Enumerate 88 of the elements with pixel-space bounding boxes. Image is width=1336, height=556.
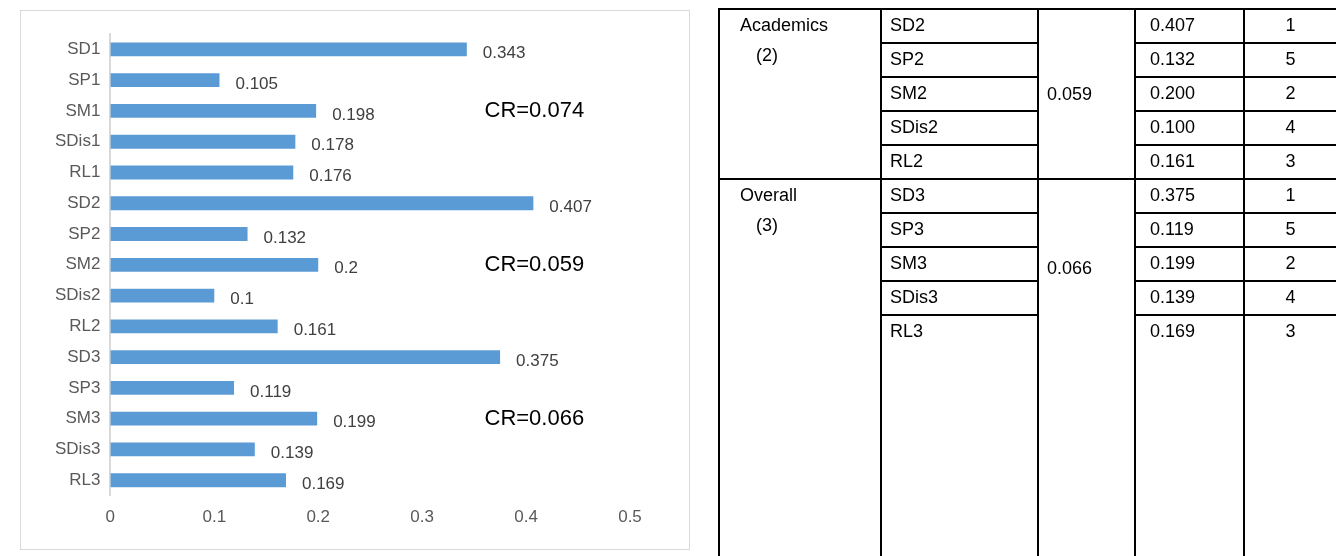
text: Overall (3)	[739, 184, 798, 237]
text: 0.059	[1038, 9, 1135, 179]
bar	[110, 319, 278, 334]
category-label: SDis2	[881, 111, 1038, 145]
data-label: 0.199	[333, 412, 376, 432]
text: 0.066	[1038, 179, 1135, 556]
category-label: RL2	[881, 145, 1038, 179]
category-label: SM2	[881, 77, 1038, 111]
annotation: CR=0.074	[484, 97, 585, 122]
category-label: SP3	[881, 213, 1038, 247]
text: Academics (2)	[739, 14, 830, 67]
bar	[110, 288, 215, 303]
data-label: 4	[1244, 111, 1336, 145]
data-label: 0.407	[549, 196, 592, 216]
data-label: 5	[1244, 213, 1336, 247]
data-label: 0.1	[230, 289, 254, 309]
bar	[110, 104, 317, 118]
category-label: SDis3	[881, 281, 1038, 315]
y-tick-label: RL2	[69, 316, 101, 336]
data-label: 0.178	[311, 135, 354, 155]
y-tick-label: RL3	[69, 469, 101, 489]
data-label: 0.2	[334, 258, 358, 278]
annotation: CR=0.066	[484, 404, 585, 430]
data-label: 0.119	[250, 381, 292, 401]
data-label: 4	[1244, 281, 1336, 315]
data-label: 0.119	[1135, 213, 1244, 247]
x-tick-label: 0.1	[202, 507, 227, 527]
y-tick-label: SM3	[65, 408, 101, 428]
y-tick-label: SP1	[68, 69, 101, 89]
data-label: 0.105	[235, 73, 279, 93]
y-tick-label: RL1	[69, 162, 101, 182]
y-tick-label: SDis2	[54, 285, 101, 305]
data-label: 0.407	[1135, 9, 1244, 43]
data-label: 0.100	[1135, 111, 1244, 145]
data-label: 0.139	[1135, 281, 1244, 315]
data-label: 3	[1244, 145, 1336, 179]
data-label: 0.161	[293, 320, 337, 340]
data-label: 0.169	[301, 473, 345, 493]
category-label: SM3	[881, 247, 1038, 281]
data-label: 0.169	[1135, 315, 1244, 556]
x-tick-label: 0.5	[618, 507, 642, 527]
data-label: 0.343	[482, 43, 526, 63]
y-tick-label: SD2	[67, 192, 101, 212]
bar	[110, 165, 294, 180]
bar	[110, 42, 467, 57]
bar	[110, 227, 248, 241]
data-label: 0.176	[309, 166, 352, 186]
data-label: 2	[1244, 77, 1336, 111]
bar	[110, 257, 319, 272]
data-label: 1	[1244, 179, 1336, 213]
data-label: 1	[1244, 9, 1336, 43]
data-label: 0.132	[263, 227, 307, 247]
data-label: 3	[1244, 315, 1336, 556]
data-label: 5	[1244, 43, 1336, 77]
data-label: 0.375	[1135, 179, 1244, 213]
y-tick-label: SM2	[65, 254, 101, 274]
y-tick-label: SD1	[67, 39, 101, 59]
x-tick-label: 0.4	[514, 507, 538, 527]
y-tick-label: SP2	[68, 223, 101, 243]
data-label: 0.200	[1135, 77, 1244, 111]
y-tick-label: SM1	[65, 100, 101, 120]
data-label: 0.198	[332, 104, 375, 124]
data-label: 0.139	[270, 443, 314, 463]
category-label: SP2	[881, 43, 1038, 77]
y-tick-label: SDis3	[54, 439, 101, 459]
bar	[110, 380, 235, 395]
y-tick-label: SD3	[67, 346, 101, 366]
category-label: SD2	[881, 9, 1038, 43]
bar	[110, 196, 534, 211]
category-label: RL3	[881, 315, 1038, 556]
bar	[110, 473, 286, 488]
x-tick-label: 0	[105, 507, 116, 527]
bar	[110, 442, 255, 457]
bar	[110, 350, 501, 365]
data-label: 0.199	[1135, 247, 1244, 281]
category-label: SD3	[881, 179, 1038, 213]
bar	[110, 134, 296, 149]
bar	[110, 411, 318, 426]
bar	[110, 73, 220, 88]
x-tick-label: 0.3	[410, 507, 434, 527]
data-label: 0.132	[1135, 43, 1244, 77]
data-label: 2	[1244, 247, 1336, 281]
y-tick-label: SDis1	[54, 131, 101, 151]
data-label: 0.375	[516, 350, 559, 370]
x-tick-label: 0.2	[306, 507, 331, 527]
annotation: CR=0.059	[484, 250, 585, 276]
data-label: 0.161	[1135, 145, 1244, 179]
y-tick-label: SP3	[68, 377, 101, 397]
